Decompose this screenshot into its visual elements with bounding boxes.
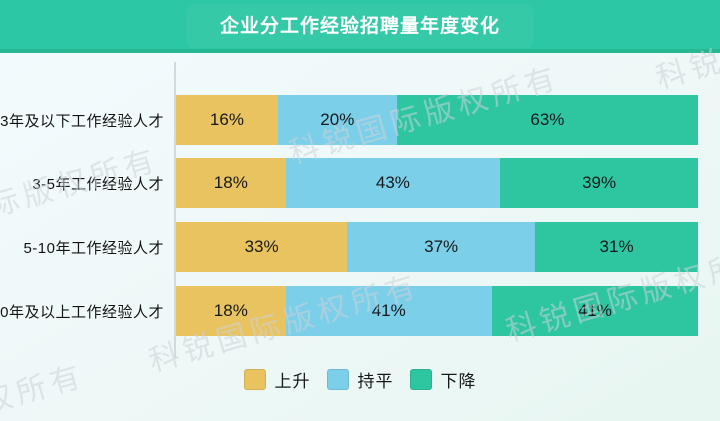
category-label: 10年及以上工作经验人才: [0, 303, 164, 321]
category-label: 3-5年工作经验人才: [32, 175, 164, 193]
bar-segment-持平: 20%: [277, 95, 397, 145]
legend: 上升 持平 下降: [0, 366, 720, 392]
stacked-bar: 18% 43% 39%: [176, 158, 698, 208]
segment-value-label: 18%: [213, 173, 248, 192]
legend-label: 上升: [274, 371, 311, 391]
bar-segment-上升: 33%: [176, 222, 348, 272]
legend-item-上升: 上升: [243, 367, 311, 392]
segment-value-label: 43%: [375, 173, 410, 192]
stacked-bar: 33% 37% 31%: [176, 222, 698, 272]
category-label: 5-10年工作经验人才: [23, 239, 164, 257]
legend-label: 下降: [440, 371, 477, 391]
title-banner: [186, 4, 534, 48]
stacked-bar: 16% 20% 63%: [176, 95, 698, 145]
legend-swatch: [409, 368, 432, 390]
segment-value-label: 33%: [244, 237, 279, 256]
bar-segment-下降: 39%: [500, 158, 698, 208]
bar-segment-下降: 63%: [396, 95, 698, 145]
bar-segment-下降: 31%: [535, 222, 698, 272]
y-axis-line: [174, 62, 176, 358]
segment-value-label: 31%: [599, 237, 634, 256]
bar-row: 5-10年工作经验人才 33% 37% 31%: [0, 222, 720, 272]
legend-swatch: [326, 368, 349, 390]
chart-title: 企业分工作经验招聘量年度变化: [219, 16, 500, 37]
segment-value-label: 20%: [320, 110, 355, 129]
segment-value-label: 41%: [577, 301, 612, 320]
chart-header: 企业分工作经验招聘量年度变化: [0, 0, 720, 53]
segment-value-label: 41%: [371, 301, 406, 320]
segment-value-label: 37%: [424, 237, 459, 256]
segment-value-label: 39%: [582, 173, 617, 192]
segment-value-label: 63%: [530, 110, 565, 129]
segment-value-label: 16%: [209, 110, 244, 129]
bar-segment-持平: 37%: [347, 222, 536, 272]
bar-segment-持平: 43%: [285, 158, 501, 208]
legend-swatch: [243, 368, 266, 390]
category-label: 3年及以下工作经验人才: [0, 112, 164, 130]
bar-segment-上升: 18%: [176, 286, 286, 336]
legend-label: 持平: [357, 371, 394, 391]
stacked-bar: 18% 41% 41%: [176, 286, 698, 336]
legend-item-下降: 下降: [409, 367, 477, 392]
bar-row: 3年及以下工作经验人才 16% 20% 63%: [0, 95, 720, 145]
bar-segment-上升: 18%: [176, 158, 286, 208]
segment-value-label: 18%: [213, 301, 248, 320]
bar-segment-上升: 16%: [176, 95, 278, 145]
bar-segment-持平: 41%: [285, 286, 492, 336]
bar-segment-下降: 41%: [491, 286, 698, 336]
legend-item-持平: 持平: [326, 367, 394, 392]
bar-row: 3-5年工作经验人才 18% 43% 39%: [0, 158, 720, 208]
bar-row: 10年及以上工作经验人才 18% 41% 41%: [0, 286, 720, 336]
